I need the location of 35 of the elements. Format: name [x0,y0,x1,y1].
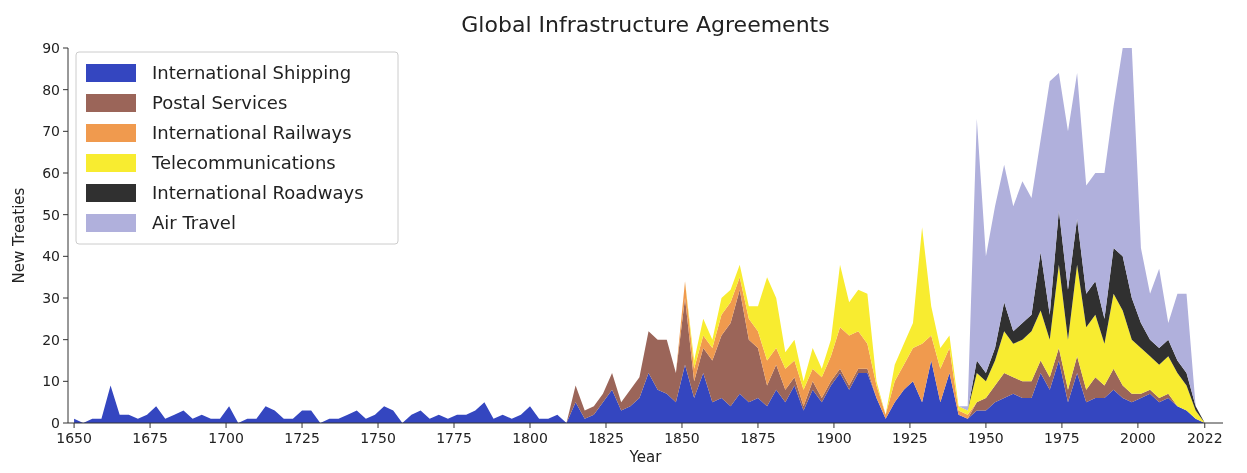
x-tick-label: 2022 [1186,430,1223,446]
x-tick-label: 1725 [284,430,320,446]
y-tick-label: 30 [42,290,60,306]
x-axis-title: Year [628,448,663,466]
y-tick-label: 90 [42,40,60,56]
y-tick-label: 50 [42,206,60,223]
legend-label: International Roadways [152,182,364,203]
legend-label: Postal Services [152,92,288,113]
x-tick-label: 1875 [740,430,776,446]
x-tick-label: 1850 [664,430,700,446]
y-tick-label: 60 [42,165,60,181]
y-tick-label: 80 [42,81,60,98]
legend-label: Telecommunications [151,152,336,173]
x-tick-label: 1975 [1044,430,1080,446]
x-tick-label: 1750 [360,430,396,446]
y-tick-label: 40 [42,248,60,265]
x-tick-label: 1775 [436,430,472,446]
legend-label: International Railways [152,122,352,143]
y-tick-label: 20 [42,331,60,348]
legend-label: International Shipping [152,62,352,83]
x-tick-label: 2000 [1120,430,1156,446]
x-tick-label: 1700 [208,430,244,446]
y-tick-label: 70 [42,123,60,140]
y-axis-title: New Treaties [10,187,28,284]
x-tick-label: 1825 [588,430,624,446]
legend-label: Air Travel [152,212,236,233]
x-tick-label: 1675 [132,430,168,446]
x-tick-label: 1900 [816,430,852,446]
chart-title: Global Infrastructure Agreements [461,12,830,37]
y-tick-label: 0 [51,415,60,431]
x-tick-label: 1800 [512,430,548,446]
y-tick-label: 10 [42,373,60,390]
x-tick-label: 1650 [56,430,92,446]
x-tick-label: 1950 [968,430,1004,446]
x-tick-label: 1925 [892,430,928,446]
